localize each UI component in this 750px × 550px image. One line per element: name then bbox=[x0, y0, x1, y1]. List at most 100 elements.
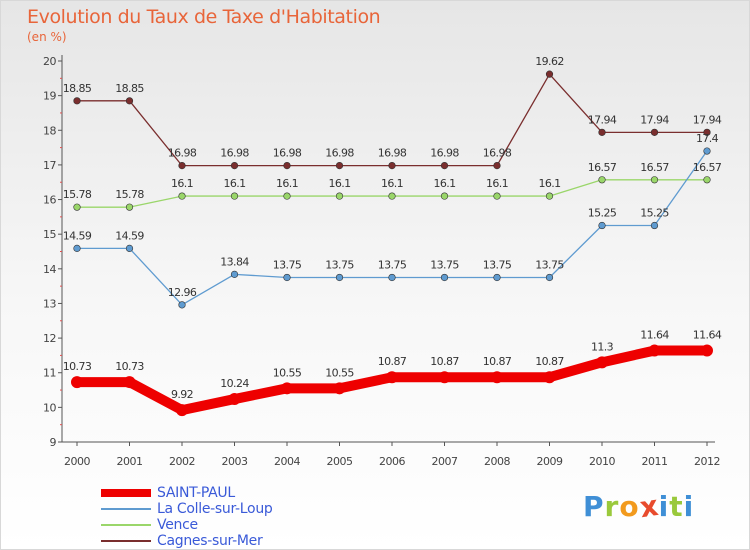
data-point bbox=[125, 97, 134, 105]
data-label: 17.94 bbox=[588, 113, 617, 126]
data-point bbox=[543, 371, 556, 384]
x-tick-label: 2012 bbox=[694, 455, 720, 468]
data-point bbox=[228, 393, 241, 406]
data-label: 16.98 bbox=[220, 147, 249, 160]
data-label: 10.87 bbox=[483, 355, 512, 368]
data-point bbox=[230, 162, 239, 170]
legend-item: SAINT-PAUL bbox=[101, 485, 272, 501]
x-tick-label: 2003 bbox=[222, 455, 248, 468]
data-label: 15.25 bbox=[640, 207, 669, 220]
data-label: 16.98 bbox=[378, 147, 407, 160]
data-point bbox=[73, 97, 81, 105]
data-point bbox=[648, 344, 661, 357]
data-point bbox=[73, 244, 81, 252]
data-label: 15.78 bbox=[115, 188, 144, 201]
x-tick-label: 2000 bbox=[64, 455, 90, 468]
data-point bbox=[125, 203, 134, 211]
data-label: 16.1 bbox=[276, 177, 298, 190]
x-tick-label: 2009 bbox=[537, 455, 563, 468]
data-point bbox=[545, 70, 554, 78]
data-point bbox=[598, 128, 606, 136]
data-label: 16.57 bbox=[640, 161, 669, 174]
data-point bbox=[178, 301, 186, 309]
data-point bbox=[230, 270, 239, 278]
y-tick-label: 16 bbox=[43, 194, 56, 207]
series-layer bbox=[71, 70, 713, 417]
x-tick-label: 2002 bbox=[169, 455, 195, 468]
logo-letter: i bbox=[658, 490, 670, 523]
data-label: 15.25 bbox=[588, 207, 617, 220]
data-label: 17.94 bbox=[693, 113, 722, 126]
legend-swatch bbox=[101, 489, 151, 497]
series-1 bbox=[71, 344, 713, 417]
data-label: 13.75 bbox=[430, 258, 459, 271]
series-line bbox=[76, 150, 708, 306]
legend-item: La Colle-sur-Loup bbox=[101, 501, 273, 517]
data-point bbox=[703, 147, 711, 155]
series-4 bbox=[73, 70, 711, 170]
y-tick-label: 12 bbox=[43, 332, 56, 345]
y-tick-label: 17 bbox=[43, 159, 56, 172]
data-label: 16.57 bbox=[693, 161, 722, 174]
data-point bbox=[703, 128, 711, 136]
logo-letter: r bbox=[604, 490, 620, 523]
data-label: 10.24 bbox=[220, 377, 249, 390]
data-point bbox=[281, 382, 293, 395]
data-point bbox=[491, 371, 503, 384]
data-label: 13.84 bbox=[220, 255, 249, 268]
data-point bbox=[335, 162, 344, 170]
data-label: 10.87 bbox=[430, 355, 459, 368]
data-label: 12.96 bbox=[168, 286, 197, 299]
data-point bbox=[596, 356, 608, 369]
legend: SAINT-PAUL La Colle-sur-Loup Vence Cagnes-s… bbox=[101, 485, 273, 549]
legend-label: Cagnes-sur-Mer bbox=[157, 533, 263, 549]
proxiti-logo: Proxiti bbox=[583, 488, 694, 525]
data-point bbox=[440, 273, 449, 282]
logo-letter: o bbox=[619, 490, 640, 523]
data-label: 18.85 bbox=[115, 82, 144, 95]
data-label: 16.1 bbox=[171, 177, 193, 190]
data-point bbox=[388, 273, 396, 282]
data-label: 16.57 bbox=[588, 161, 617, 174]
x-tick-label: 2007 bbox=[432, 455, 458, 468]
data-label: 16.1 bbox=[223, 177, 245, 190]
y-tick-label: 19 bbox=[43, 90, 56, 103]
logo-letter: P bbox=[583, 490, 605, 523]
x-tick-label: 2001 bbox=[117, 455, 143, 468]
data-label: 10.73 bbox=[63, 360, 92, 373]
data-point bbox=[440, 162, 449, 170]
series-3 bbox=[73, 176, 711, 211]
data-point bbox=[545, 273, 554, 282]
data-label: 17.4 bbox=[696, 132, 719, 145]
data-point bbox=[388, 162, 396, 170]
data-label: 18.85 bbox=[63, 82, 92, 95]
logo-letter: t bbox=[669, 490, 684, 523]
data-point bbox=[73, 203, 81, 211]
data-label: 16.1 bbox=[486, 177, 508, 190]
data-point bbox=[71, 376, 83, 389]
y-tick-label: 9 bbox=[50, 436, 57, 449]
data-labels-layer: 18.85 18.85 16.98 16.98 16.98 16.98 16.98 16.98… bbox=[63, 55, 723, 401]
data-point bbox=[650, 176, 659, 184]
data-label: 13.75 bbox=[325, 258, 354, 271]
y-tick-label: 13 bbox=[43, 297, 56, 310]
x-tick-label: 2010 bbox=[589, 455, 615, 468]
data-label: 19.62 bbox=[535, 55, 564, 68]
legend-item: Cagnes-sur-Mer bbox=[101, 533, 272, 549]
data-point bbox=[178, 192, 186, 200]
data-label: 14.59 bbox=[115, 229, 144, 242]
x-tick-label: 2004 bbox=[274, 455, 300, 468]
series-2 bbox=[73, 147, 711, 309]
legend-label: La Colle-sur-Loup bbox=[157, 501, 273, 517]
legend-label: SAINT-PAUL bbox=[157, 485, 235, 501]
data-point bbox=[493, 273, 501, 282]
data-point bbox=[650, 128, 659, 136]
data-label: 16.98 bbox=[483, 147, 512, 160]
data-label: 10.55 bbox=[325, 366, 354, 379]
y-tick-label: 11 bbox=[43, 367, 56, 380]
data-point bbox=[493, 192, 501, 200]
logo-letter: x bbox=[637, 488, 661, 525]
x-tick-label: 2008 bbox=[484, 455, 510, 468]
data-label: 11.64 bbox=[640, 329, 669, 342]
